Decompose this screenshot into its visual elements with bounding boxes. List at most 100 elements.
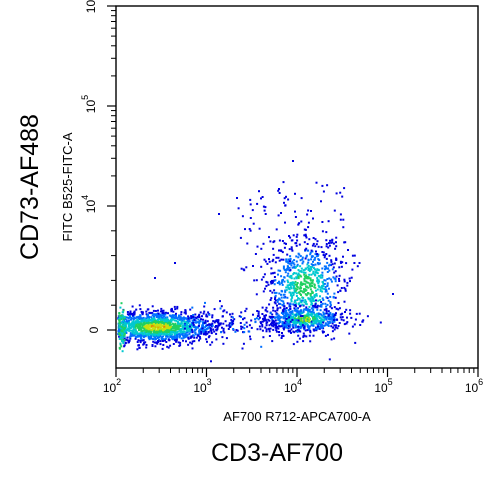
- event-dot: [314, 294, 316, 297]
- event-dot: [135, 323, 138, 326]
- event-dot: [300, 319, 303, 322]
- event-dot: [203, 333, 205, 336]
- event-dot: [265, 328, 268, 331]
- event-dot: [178, 325, 181, 328]
- event-dot: [288, 315, 291, 318]
- event-dot: [198, 328, 201, 331]
- event-dot: [131, 332, 133, 335]
- event-dot: [306, 324, 309, 327]
- event-dot: [331, 317, 334, 320]
- event-dot: [331, 322, 334, 325]
- event-dot: [217, 319, 220, 322]
- event-dot: [123, 327, 126, 330]
- event-dot: [293, 277, 296, 280]
- event-dot: [266, 262, 269, 265]
- event-dot: [225, 311, 228, 314]
- event-dot: [157, 328, 160, 331]
- event-dot: [292, 291, 295, 294]
- event-dot: [219, 307, 222, 310]
- event-dot: [141, 317, 144, 320]
- event-dot: [127, 322, 130, 325]
- event-dot: [294, 300, 297, 303]
- event-dot: [300, 309, 303, 312]
- event-dot: [188, 323, 191, 326]
- event-dot: [270, 282, 273, 285]
- event-dot: [145, 344, 148, 346]
- event-dot: [280, 293, 282, 296]
- event-dot: [132, 324, 134, 327]
- event-dot: [280, 289, 283, 292]
- event-dot: [203, 305, 206, 308]
- event-dot: [317, 279, 320, 282]
- event-dot: [142, 333, 144, 336]
- event-dot: [321, 221, 324, 223]
- event-dot: [139, 324, 142, 327]
- event-dot: [156, 336, 159, 339]
- event-dot: [128, 336, 131, 339]
- event-dot: [120, 314, 123, 317]
- event-dot: [300, 325, 303, 328]
- event-dot: [304, 288, 307, 291]
- event-dot: [206, 324, 209, 327]
- event-dot: [311, 281, 314, 284]
- event-dot: [118, 335, 121, 338]
- event-dot: [309, 298, 312, 301]
- event-dot: [284, 290, 287, 293]
- event-dot: [142, 323, 145, 326]
- event-dot: [308, 238, 311, 241]
- event-dot: [277, 298, 279, 301]
- event-dot: [129, 337, 132, 340]
- event-dot: [286, 296, 289, 299]
- event-dot: [160, 320, 163, 323]
- event-dot: [148, 311, 151, 314]
- event-dot: [150, 317, 153, 320]
- event-dot: [316, 306, 319, 309]
- event-dot: [152, 325, 155, 328]
- event-dot: [303, 290, 306, 293]
- event-dot: [331, 263, 334, 266]
- event-dot: [299, 290, 302, 292]
- event-dot: [172, 338, 174, 341]
- event-dot: [145, 346, 148, 349]
- event-dot: [319, 305, 322, 308]
- event-dot: [140, 319, 143, 321]
- event-dot: [313, 258, 316, 261]
- event-dot: [151, 322, 154, 325]
- event-dot: [137, 317, 140, 320]
- event-dot: [329, 318, 332, 321]
- event-dot: [313, 296, 316, 298]
- event-dot: [159, 340, 162, 343]
- event-dot: [321, 302, 324, 305]
- event-dot: [203, 322, 206, 324]
- event-dot: [127, 325, 130, 327]
- event-dot: [303, 328, 306, 331]
- event-dot: [166, 325, 169, 328]
- event-dot: [288, 266, 291, 269]
- event-dot: [165, 341, 168, 343]
- event-dot: [294, 326, 297, 329]
- event-dot: [295, 244, 298, 247]
- event-dot: [188, 332, 191, 335]
- event-dot: [276, 304, 278, 307]
- event-dot: [194, 319, 197, 322]
- event-dot: [161, 312, 164, 315]
- event-dot: [340, 287, 343, 289]
- event-dot: [284, 316, 287, 319]
- event-dot: [284, 289, 287, 292]
- event-dot: [325, 239, 328, 242]
- event-dot: [175, 340, 178, 343]
- event-dot: [285, 309, 287, 312]
- event-dot: [307, 249, 310, 252]
- event-dot: [308, 273, 311, 276]
- event-dot: [309, 294, 312, 297]
- event-dot: [128, 312, 131, 315]
- event-dot: [174, 323, 177, 326]
- event-dot: [324, 286, 327, 289]
- event-dot: [289, 305, 292, 308]
- event-dot: [350, 316, 353, 319]
- event-dot: [159, 335, 162, 338]
- event-dot: [315, 315, 318, 318]
- event-dot: [281, 240, 284, 242]
- event-dot: [122, 319, 125, 322]
- event-dot: [159, 323, 162, 326]
